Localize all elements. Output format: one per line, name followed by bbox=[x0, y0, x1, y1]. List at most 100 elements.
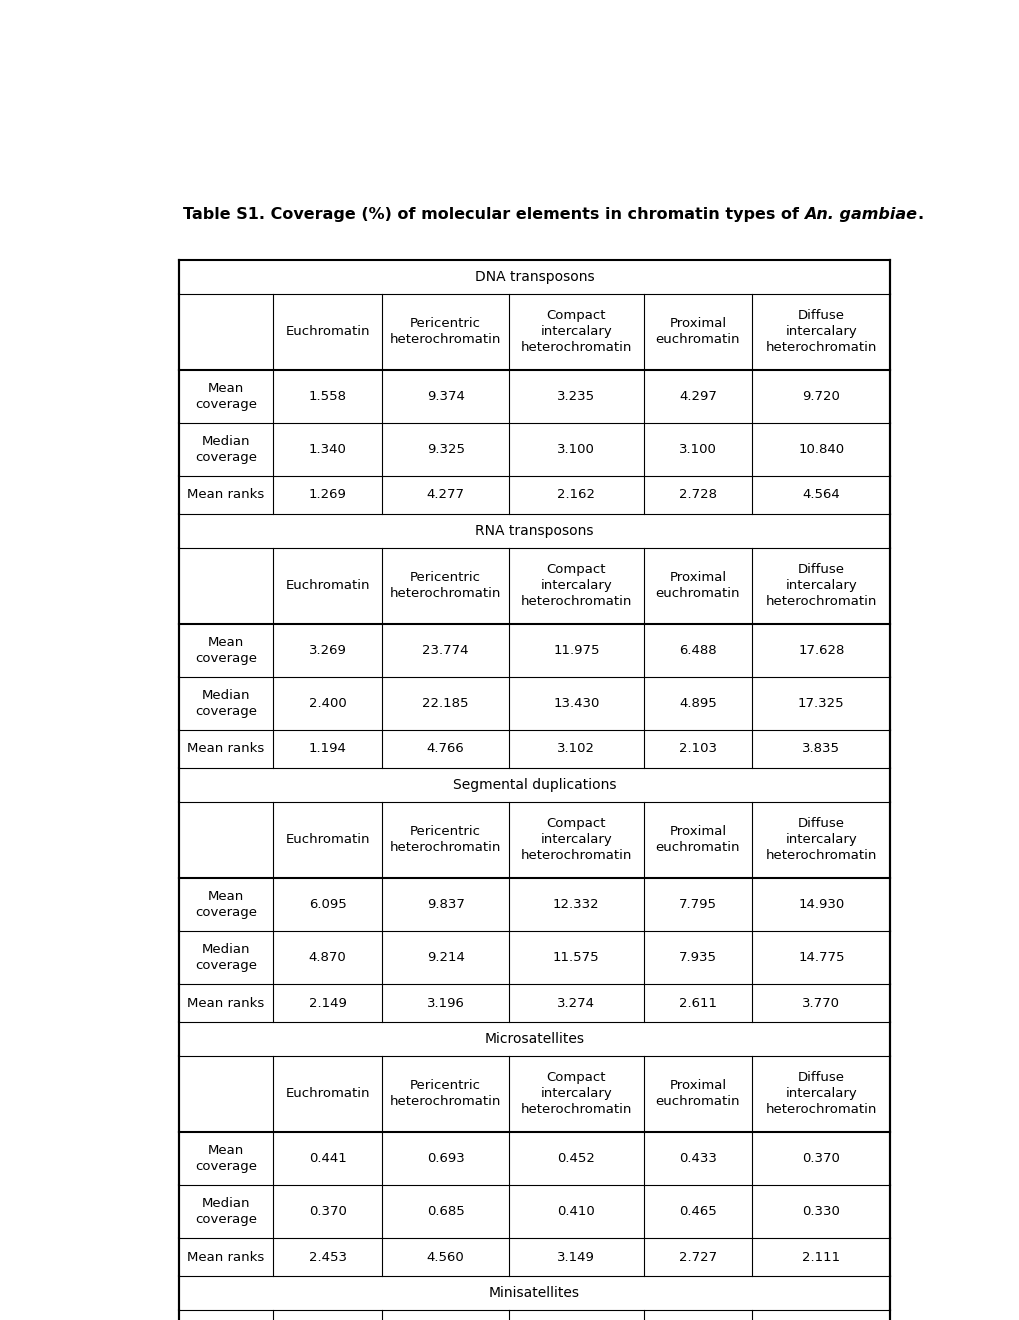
Text: 0.452: 0.452 bbox=[556, 1152, 595, 1166]
Text: Euchromatin: Euchromatin bbox=[285, 325, 370, 338]
Text: 3.100: 3.100 bbox=[556, 442, 595, 455]
Text: 3.102: 3.102 bbox=[556, 742, 595, 755]
Text: 2.611: 2.611 bbox=[679, 997, 716, 1010]
Text: 3.196: 3.196 bbox=[426, 997, 465, 1010]
Text: 3.770: 3.770 bbox=[802, 997, 840, 1010]
Text: 23.774: 23.774 bbox=[422, 644, 469, 657]
Text: 3.235: 3.235 bbox=[556, 389, 595, 403]
Text: 2.453: 2.453 bbox=[309, 1250, 346, 1263]
Text: Median
coverage: Median coverage bbox=[195, 942, 257, 972]
Text: Mean
coverage: Mean coverage bbox=[195, 890, 257, 919]
Text: Median
coverage: Median coverage bbox=[195, 1197, 257, 1226]
Text: 9.325: 9.325 bbox=[426, 442, 465, 455]
Text: 0.433: 0.433 bbox=[679, 1152, 716, 1166]
Text: An. gambiae: An. gambiae bbox=[804, 207, 916, 222]
Text: Minisatellites: Minisatellites bbox=[489, 1286, 580, 1300]
Text: Median
coverage: Median coverage bbox=[195, 434, 257, 463]
Text: RNA transposons: RNA transposons bbox=[475, 524, 593, 539]
Text: Segmental duplications: Segmental duplications bbox=[452, 777, 615, 792]
Text: Mean ranks: Mean ranks bbox=[187, 997, 265, 1010]
Text: Mean
coverage: Mean coverage bbox=[195, 636, 257, 665]
Text: 0.693: 0.693 bbox=[426, 1152, 464, 1166]
Text: Diffuse
intercalary
heterochromatin: Diffuse intercalary heterochromatin bbox=[765, 817, 876, 862]
Text: 12.332: 12.332 bbox=[552, 898, 599, 911]
Text: Compact
intercalary
heterochromatin: Compact intercalary heterochromatin bbox=[520, 1072, 632, 1117]
Text: 2.400: 2.400 bbox=[309, 697, 346, 710]
Text: Mean ranks: Mean ranks bbox=[187, 1250, 265, 1263]
Text: Euchromatin: Euchromatin bbox=[285, 579, 370, 593]
Text: 2.149: 2.149 bbox=[309, 997, 346, 1010]
Text: 2.103: 2.103 bbox=[679, 742, 716, 755]
Text: 4.870: 4.870 bbox=[309, 950, 346, 964]
Text: Compact
intercalary
heterochromatin: Compact intercalary heterochromatin bbox=[520, 564, 632, 609]
Text: 11.575: 11.575 bbox=[552, 950, 599, 964]
Text: Mean ranks: Mean ranks bbox=[187, 742, 265, 755]
Text: 14.930: 14.930 bbox=[798, 898, 844, 911]
Text: Proximal
euchromatin: Proximal euchromatin bbox=[655, 317, 740, 346]
Text: 1.269: 1.269 bbox=[309, 488, 346, 502]
Text: 3.100: 3.100 bbox=[679, 442, 716, 455]
Text: 6.488: 6.488 bbox=[679, 644, 716, 657]
Text: 0.465: 0.465 bbox=[679, 1205, 716, 1218]
Text: Mean
coverage: Mean coverage bbox=[195, 381, 257, 411]
Text: Diffuse
intercalary
heterochromatin: Diffuse intercalary heterochromatin bbox=[765, 309, 876, 354]
Text: 22.185: 22.185 bbox=[422, 697, 469, 710]
Text: 9.837: 9.837 bbox=[426, 898, 465, 911]
Text: 0.330: 0.330 bbox=[802, 1205, 840, 1218]
Text: 7.935: 7.935 bbox=[679, 950, 716, 964]
Text: 0.441: 0.441 bbox=[309, 1152, 346, 1166]
Text: Diffuse
intercalary
heterochromatin: Diffuse intercalary heterochromatin bbox=[765, 564, 876, 609]
Text: 1.558: 1.558 bbox=[309, 389, 346, 403]
Text: Compact
intercalary
heterochromatin: Compact intercalary heterochromatin bbox=[520, 309, 632, 354]
Text: Euchromatin: Euchromatin bbox=[285, 1088, 370, 1101]
Text: 4.297: 4.297 bbox=[679, 389, 716, 403]
Text: 3.149: 3.149 bbox=[556, 1250, 595, 1263]
Text: Microsatellites: Microsatellites bbox=[484, 1032, 584, 1047]
Text: Mean
coverage: Mean coverage bbox=[195, 1144, 257, 1173]
Text: 11.975: 11.975 bbox=[552, 644, 599, 657]
Text: 3.835: 3.835 bbox=[802, 742, 840, 755]
Text: Pericentric
heterochromatin: Pericentric heterochromatin bbox=[389, 1080, 501, 1109]
Text: 14.775: 14.775 bbox=[797, 950, 844, 964]
Text: Compact
intercalary
heterochromatin: Compact intercalary heterochromatin bbox=[520, 817, 632, 862]
Text: 2.727: 2.727 bbox=[679, 1250, 716, 1263]
Text: 9.720: 9.720 bbox=[802, 389, 840, 403]
Text: DNA transposons: DNA transposons bbox=[474, 269, 594, 284]
Text: 13.430: 13.430 bbox=[552, 697, 599, 710]
Text: Euchromatin: Euchromatin bbox=[285, 833, 370, 846]
Text: 4.895: 4.895 bbox=[679, 697, 716, 710]
Text: 9.374: 9.374 bbox=[426, 389, 465, 403]
Text: 0.685: 0.685 bbox=[426, 1205, 464, 1218]
Text: 4.560: 4.560 bbox=[426, 1250, 464, 1263]
Text: Pericentric
heterochromatin: Pericentric heterochromatin bbox=[389, 572, 501, 601]
Text: 10.840: 10.840 bbox=[798, 442, 844, 455]
Text: 4.766: 4.766 bbox=[426, 742, 464, 755]
Text: Pericentric
heterochromatin: Pericentric heterochromatin bbox=[389, 825, 501, 854]
Text: 6.095: 6.095 bbox=[309, 898, 346, 911]
Text: 9.214: 9.214 bbox=[426, 950, 465, 964]
Text: 7.795: 7.795 bbox=[679, 898, 716, 911]
Text: 1.194: 1.194 bbox=[309, 742, 346, 755]
Text: 0.370: 0.370 bbox=[309, 1205, 346, 1218]
Text: 2.111: 2.111 bbox=[802, 1250, 840, 1263]
Text: 0.410: 0.410 bbox=[557, 1205, 595, 1218]
Text: Mean ranks: Mean ranks bbox=[187, 488, 265, 502]
Text: 0.370: 0.370 bbox=[802, 1152, 840, 1166]
Text: Table S1. Coverage (%) of molecular elements in chromatin types of: Table S1. Coverage (%) of molecular elem… bbox=[182, 207, 804, 222]
Text: Diffuse
intercalary
heterochromatin: Diffuse intercalary heterochromatin bbox=[765, 1072, 876, 1117]
Text: 4.564: 4.564 bbox=[802, 488, 840, 502]
Text: 4.277: 4.277 bbox=[426, 488, 465, 502]
Text: .: . bbox=[916, 207, 922, 222]
Text: 3.274: 3.274 bbox=[556, 997, 595, 1010]
Text: 17.628: 17.628 bbox=[798, 644, 844, 657]
Text: Pericentric
heterochromatin: Pericentric heterochromatin bbox=[389, 317, 501, 346]
Text: 2.728: 2.728 bbox=[679, 488, 716, 502]
Text: 2.162: 2.162 bbox=[556, 488, 595, 502]
Text: Proximal
euchromatin: Proximal euchromatin bbox=[655, 825, 740, 854]
Text: 1.340: 1.340 bbox=[309, 442, 346, 455]
Text: Proximal
euchromatin: Proximal euchromatin bbox=[655, 572, 740, 601]
Text: Proximal
euchromatin: Proximal euchromatin bbox=[655, 1080, 740, 1109]
Text: 17.325: 17.325 bbox=[797, 697, 844, 710]
Text: 3.269: 3.269 bbox=[309, 644, 346, 657]
Text: Median
coverage: Median coverage bbox=[195, 689, 257, 718]
